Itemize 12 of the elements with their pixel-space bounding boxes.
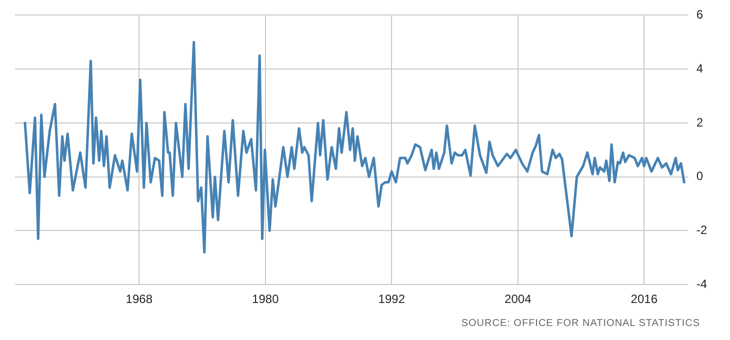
y-tick-label: 6: [696, 8, 704, 22]
x-tick-label: 1992: [378, 292, 406, 306]
y-tick-label: 2: [696, 115, 704, 130]
source-note: SOURCE: OFFICE FOR NATIONAL STATISTICS: [461, 318, 700, 329]
y-tick-label: -2: [696, 223, 708, 238]
x-tick-label: 2004: [504, 292, 532, 306]
x-tick-label: 2016: [630, 292, 658, 306]
y-tick-label: -4: [696, 276, 708, 291]
y-tick-label: 0: [696, 169, 704, 184]
x-tick-label: 1968: [126, 292, 153, 306]
y-tick-label: 4: [696, 61, 704, 76]
x-tick-label: 1980: [252, 292, 280, 306]
